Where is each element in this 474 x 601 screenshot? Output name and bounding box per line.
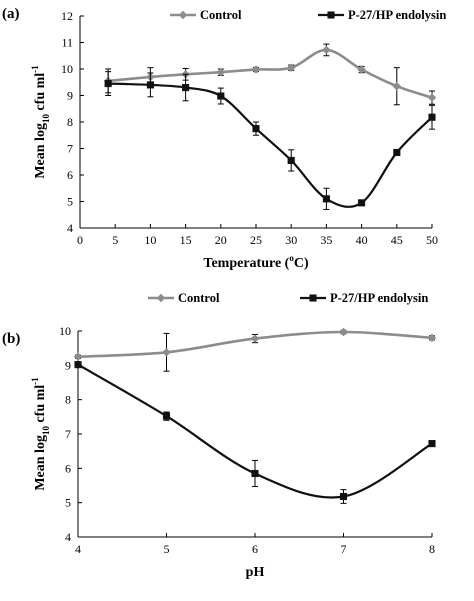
data-point — [322, 195, 330, 203]
panel-label: (a) — [2, 6, 20, 22]
data-point — [251, 469, 259, 478]
y-axis-title-text2: cfu ml — [33, 385, 48, 426]
data-point — [216, 67, 226, 77]
y-tick-label: 8 — [67, 115, 73, 129]
data-point — [428, 440, 436, 448]
data-point — [428, 113, 436, 121]
y-tick-label: 5 — [65, 496, 71, 510]
legend-label: P-27/HP endolysin — [348, 8, 446, 22]
legend-label: Control — [178, 291, 220, 305]
y-tick-label: 4 — [65, 530, 71, 544]
legend-marker — [327, 11, 335, 19]
data-point — [427, 93, 437, 102]
data-point — [252, 125, 260, 133]
x-tick-label: 20 — [215, 233, 227, 247]
series-line — [108, 82, 433, 208]
y-axis-title-sup: -1 — [30, 377, 40, 385]
x-tick-label: 35 — [320, 233, 332, 247]
y-tick-label: 6 — [67, 168, 73, 182]
data-point — [182, 84, 190, 92]
x-axis-title-text: pH — [246, 565, 265, 580]
data-point — [250, 334, 260, 343]
y-tick-label: 7 — [67, 142, 73, 156]
legend: Control P-27/HP endolysin — [170, 8, 446, 22]
y-tick-label: 5 — [67, 195, 73, 209]
data-point — [74, 361, 82, 369]
y-tick-label: 9 — [65, 358, 71, 372]
x-tick-label: 15 — [180, 233, 192, 247]
y-axis-title-sub: 10 — [41, 114, 51, 124]
series-control — [103, 43, 437, 106]
y-tick-label: 11 — [61, 36, 73, 50]
x-tick-label: 5 — [112, 233, 118, 247]
x-axis-title: pH — [246, 565, 265, 580]
legend-marker — [178, 10, 188, 20]
legend-label: Control — [200, 8, 242, 22]
x-tick-label: 40 — [356, 233, 368, 247]
legend-marker — [309, 294, 317, 302]
y-axis-title-sub: 10 — [41, 426, 51, 436]
data-point — [339, 327, 348, 337]
data-point — [322, 45, 331, 55]
x-tick-label: 8 — [429, 542, 435, 556]
data-point — [146, 81, 154, 89]
data-point — [392, 81, 402, 91]
data-point — [358, 199, 366, 207]
x-axis-title: Temperature (oC) — [203, 253, 309, 271]
y-axis-title-text: Mean log — [33, 123, 48, 179]
series-line — [108, 48, 433, 99]
data-point — [286, 63, 296, 73]
data-point — [217, 92, 225, 100]
y-tick-label: 6 — [65, 461, 71, 475]
y-axis-title-text2: cfu ml — [33, 73, 48, 114]
x-tick-label: 0 — [77, 233, 83, 247]
y-tick-label: 10 — [61, 62, 73, 76]
data-point — [73, 352, 83, 362]
data-point — [427, 333, 437, 343]
panel-label: (b) — [2, 331, 20, 347]
x-axis-title-sup: o — [289, 253, 294, 263]
data-point — [104, 80, 112, 88]
legend-marker — [156, 293, 166, 303]
y-tick-label: 9 — [67, 89, 73, 103]
x-tick-label: 6 — [252, 542, 258, 556]
data-point — [162, 347, 171, 357]
data-point — [251, 65, 261, 74]
y-tick-label: 7 — [65, 427, 71, 441]
data-point — [339, 492, 348, 501]
y-tick-label: 12 — [61, 9, 73, 23]
y-tick-label: 8 — [65, 393, 71, 407]
data-point — [162, 412, 171, 420]
data-point — [287, 156, 295, 164]
x-axis-title-rest: C) — [294, 256, 309, 271]
y-axis-title: Mean log10 cfu ml-1 — [30, 377, 51, 491]
x-tick-label: 50 — [426, 233, 438, 247]
x-tick-label: 45 — [391, 233, 403, 247]
data-point — [357, 65, 366, 74]
x-tick-label: 5 — [164, 542, 170, 556]
y-axis-title: Mean log10 cfu ml-1 — [30, 65, 51, 179]
legend: Control P-27/HP endolysin — [148, 291, 428, 305]
x-tick-label: 25 — [250, 233, 262, 247]
y-axis-title-text: Mean log — [33, 435, 48, 491]
data-point — [393, 148, 401, 157]
series-endolysin — [104, 71, 436, 210]
x-tick-label: 7 — [341, 542, 347, 556]
x-tick-label: 4 — [75, 542, 81, 556]
x-tick-label: 30 — [285, 233, 297, 247]
series-endolysin — [74, 361, 436, 504]
y-tick-label: 10 — [59, 324, 71, 338]
legend-label: P-27/HP endolysin — [330, 291, 428, 305]
y-axis-title-sup: -1 — [30, 65, 40, 73]
y-tick-label: 4 — [67, 221, 73, 235]
x-axis-title-text: Temperature ( — [203, 256, 289, 271]
series-control — [73, 327, 437, 372]
x-tick-label: 10 — [144, 233, 156, 247]
